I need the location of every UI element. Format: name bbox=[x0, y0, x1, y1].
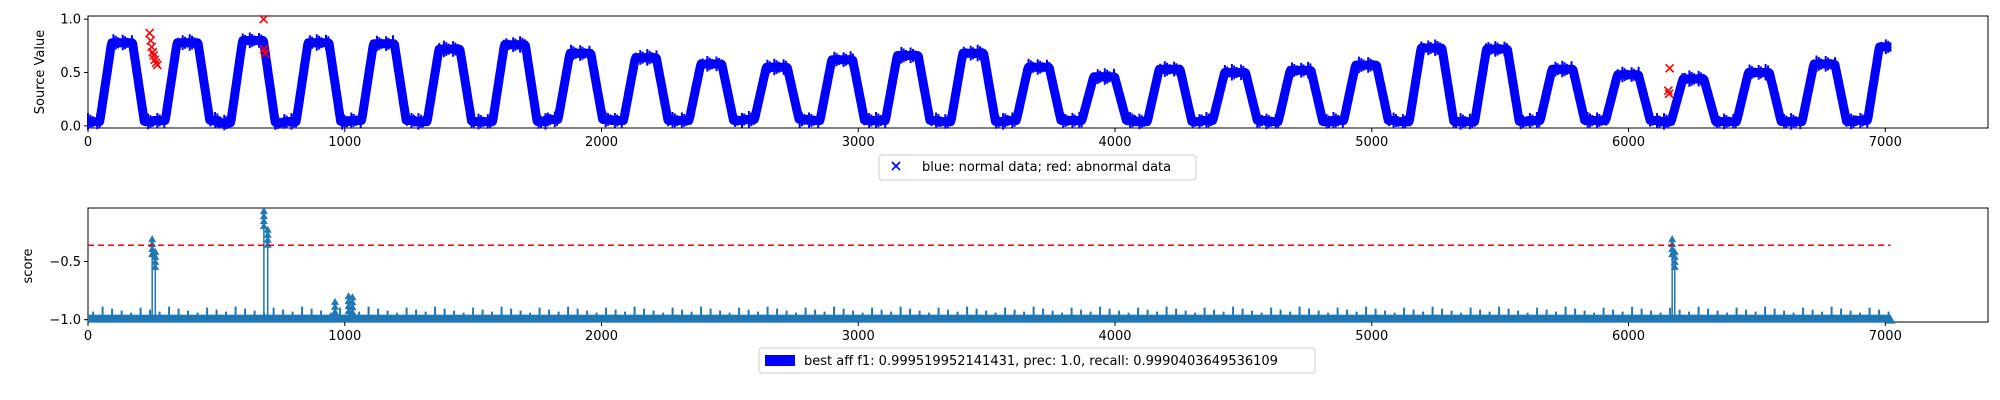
x-tick-label: 7000 bbox=[1869, 329, 1902, 344]
normal-data-texture bbox=[87, 32, 1892, 131]
x-tick-label: 4000 bbox=[1098, 135, 1131, 150]
x-tick-label: 6000 bbox=[1612, 329, 1645, 344]
x-tick-label: 4000 bbox=[1098, 329, 1131, 344]
bottom-axes-data bbox=[88, 207, 1896, 324]
top-axes: 0 1000 2000 3000 4000 5000 6000 7000 0.0 0.5 1.0 S… bbox=[33, 13, 1989, 150]
score-noise bbox=[92, 306, 1890, 316]
abnormal-point bbox=[152, 60, 162, 70]
x-tick-label: 7000 bbox=[1869, 135, 1902, 150]
bottom-legend-box bbox=[758, 347, 1316, 374]
score-spike bbox=[259, 207, 268, 320]
score-spike bbox=[263, 225, 272, 320]
score-spike bbox=[151, 247, 160, 320]
y-tick-label: −0.5 bbox=[49, 255, 81, 270]
abnormal-point bbox=[1664, 89, 1674, 99]
x-tick-label: 0 bbox=[84, 135, 92, 150]
x-tick-label: 1000 bbox=[328, 329, 361, 344]
abnormal-point bbox=[260, 48, 270, 58]
y-tick-label: 0.5 bbox=[60, 66, 81, 81]
x-tick-label: 2000 bbox=[585, 135, 618, 150]
abnormal-point bbox=[1665, 63, 1675, 73]
abnormal-point bbox=[259, 14, 269, 24]
top-legend-box bbox=[878, 154, 1197, 181]
bottom-ylabel: score bbox=[21, 249, 36, 284]
bottom-axes-ticks: 0 1000 2000 3000 4000 5000 6000 7000 −1.0 −0.5 bbox=[49, 255, 1901, 344]
abnormal-point bbox=[1663, 86, 1673, 96]
score-baseline-band bbox=[88, 314, 1891, 323]
score-spike bbox=[1670, 247, 1679, 320]
top-axes-ticks: 0 1000 2000 3000 4000 5000 6000 7000 0.0 0.5 1.0 bbox=[60, 13, 1902, 150]
top-axes-data bbox=[84, 14, 1895, 131]
x-tick-label: 3000 bbox=[842, 135, 875, 150]
y-tick-label: −1.0 bbox=[49, 313, 81, 328]
x-tick-label: 6000 bbox=[1612, 135, 1645, 150]
top-axes-frame bbox=[87, 15, 1989, 129]
abnormal-point bbox=[145, 28, 155, 38]
bottom-legend-label: best aff f1: 0.999519952141431, prec: 1.… bbox=[804, 354, 1278, 369]
x-tick-label: 0 bbox=[84, 329, 92, 344]
bottom-axes: 0 1000 2000 3000 4000 5000 6000 7000 −1.0 −0.5 sc… bbox=[21, 207, 1989, 344]
x-tick-label: 1000 bbox=[328, 135, 361, 150]
score-end-marker bbox=[1885, 314, 1896, 324]
x-tick-label: 5000 bbox=[1355, 329, 1388, 344]
x-tick-label: 2000 bbox=[585, 329, 618, 344]
legend-patch-icon bbox=[765, 355, 795, 366]
y-tick-label: 1.0 bbox=[60, 13, 81, 28]
bottom-legend: best aff f1: 0.999519952141431, prec: 1.… bbox=[758, 347, 1316, 374]
bottom-axes-frame bbox=[87, 207, 1989, 323]
score-spike bbox=[331, 297, 339, 320]
top-legend: blue: normal data; red: abnormal data bbox=[878, 154, 1197, 181]
top-ylabel: Source Value bbox=[33, 30, 48, 114]
x-tick-label: 5000 bbox=[1355, 135, 1388, 150]
x-tick-label: 3000 bbox=[842, 329, 875, 344]
legend-x-marker-icon bbox=[891, 161, 901, 171]
top-legend-label: blue: normal data; red: abnormal data bbox=[922, 160, 1171, 175]
score-spike bbox=[348, 293, 357, 320]
y-tick-label: 0.0 bbox=[60, 119, 81, 134]
